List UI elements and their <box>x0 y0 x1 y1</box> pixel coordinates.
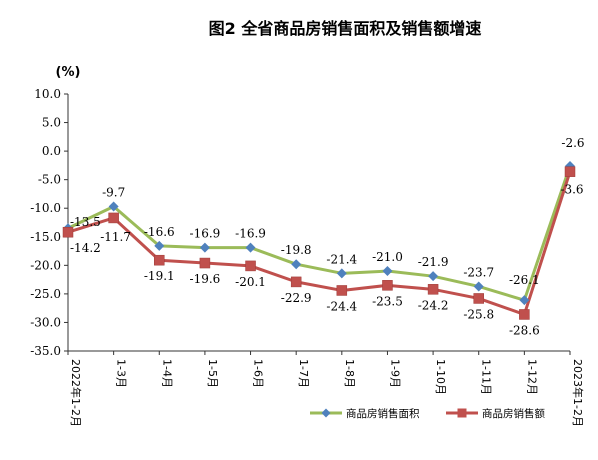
x-tick-label: 1-11月 <box>480 359 493 395</box>
y-tick-label: -5.0 <box>38 173 61 187</box>
data-label-series-1: -21.9 <box>418 255 449 269</box>
point-series-1 <box>473 281 484 292</box>
data-label-series-2: -23.5 <box>372 294 403 308</box>
legend-marker-2 <box>457 408 467 418</box>
data-label-series-1: -16.6 <box>144 225 175 239</box>
y-axis-unit: (%) <box>56 65 81 80</box>
data-label-series-2: -28.6 <box>509 323 540 337</box>
axes: 10.05.00.0-5.0-10.0-15.0-20.0-25.0-30.0-… <box>30 87 585 427</box>
series-lines <box>67 165 572 316</box>
point-series-1 <box>199 242 210 253</box>
point-series-1 <box>245 242 256 253</box>
point-series-2 <box>382 280 393 291</box>
point-series-2 <box>336 285 348 296</box>
data-label-series-2: -3.6 <box>560 183 583 197</box>
point-series-1 <box>336 268 347 279</box>
x-tick-label: 1-12月 <box>525 359 538 395</box>
point-series-2 <box>154 254 165 266</box>
x-tick-label: 2023年1-2月 <box>571 359 585 427</box>
data-label-series-2: -24.2 <box>418 298 449 312</box>
y-tick-label: 0.0 <box>42 144 61 158</box>
point-series-1 <box>291 259 302 270</box>
x-tick-label: 1-4月 <box>160 359 173 388</box>
series-markers <box>62 160 576 320</box>
point-series-2 <box>473 293 484 304</box>
x-tick-label: 2022年1-2月 <box>69 359 83 427</box>
data-label-series-1: -9.7 <box>102 186 125 200</box>
y-tick-label: -10.0 <box>30 201 61 215</box>
series-line-1 <box>67 165 572 302</box>
point-series-1 <box>382 266 393 277</box>
chart-title: 图2 全省商品房销售面积及销售额增速 <box>209 19 482 38</box>
data-labels: -13.5 -9.7 -16.6 -16.9 -16.9 -19.8 -21.4 -21.0 -… <box>70 136 585 337</box>
x-tick-label: 1-3月 <box>115 359 128 388</box>
data-label-series-1: -19.8 <box>281 243 312 257</box>
point-series-2 <box>245 260 256 272</box>
point-series-2 <box>290 276 302 288</box>
legend-marker-1 <box>321 408 331 418</box>
point-series-1 <box>428 271 439 282</box>
data-label-series-2: -14.2 <box>70 241 101 255</box>
series-line-2 <box>67 171 572 316</box>
x-tick-label: 1-9月 <box>388 359 401 388</box>
point-series-2 <box>427 284 439 295</box>
data-label-series-1: -16.9 <box>235 227 266 241</box>
x-tick-label: 1-6月 <box>252 359 265 388</box>
y-tick-label: -30.0 <box>30 315 61 329</box>
y-tick-label: 5.0 <box>42 116 61 130</box>
point-series-2 <box>62 226 74 238</box>
data-label-series-2: -25.8 <box>463 307 494 321</box>
data-label-series-2: -19.1 <box>144 269 175 283</box>
legend: 商品房销售面积 商品房销售额 <box>310 407 545 420</box>
y-tick-label: -35.0 <box>30 344 61 358</box>
y-tick-label: -20.0 <box>30 258 61 272</box>
data-label-series-2: -24.4 <box>326 299 357 313</box>
data-label-series-2: -20.1 <box>235 275 266 289</box>
data-label-series-1: -23.7 <box>463 265 494 279</box>
data-label-series-2: -11.7 <box>100 230 131 244</box>
legend-label-2: 商品房销售额 <box>482 407 545 420</box>
y-tick-label: -25.0 <box>30 287 61 301</box>
data-label-series-1: -26.1 <box>509 273 540 287</box>
point-series-2 <box>564 166 576 177</box>
point-series-2 <box>199 257 211 269</box>
data-label-series-2: -22.9 <box>281 291 312 305</box>
x-tick-label: 1-7月 <box>297 359 310 388</box>
x-tick-label: 1-5月 <box>206 359 219 388</box>
y-tick-label: 10.0 <box>34 87 61 101</box>
data-label-series-1: -13.5 <box>70 215 101 229</box>
point-series-2 <box>519 309 530 320</box>
data-label-series-1: -16.9 <box>190 227 221 241</box>
y-tick-label: -15.0 <box>30 230 61 244</box>
data-label-series-2: -19.6 <box>190 272 221 286</box>
data-label-series-1: -21.4 <box>326 252 357 266</box>
x-tick-label: 1-10月 <box>434 359 447 395</box>
legend-label-1: 商品房销售面积 <box>346 407 420 420</box>
data-label-series-1: -21.0 <box>372 250 403 264</box>
point-series-1 <box>154 240 165 251</box>
point-series-1 <box>519 295 530 306</box>
point-series-1 <box>108 201 119 212</box>
data-label-series-1: -2.6 <box>561 136 584 150</box>
point-series-2 <box>108 212 119 224</box>
x-tick-label: 1-8月 <box>343 359 356 388</box>
